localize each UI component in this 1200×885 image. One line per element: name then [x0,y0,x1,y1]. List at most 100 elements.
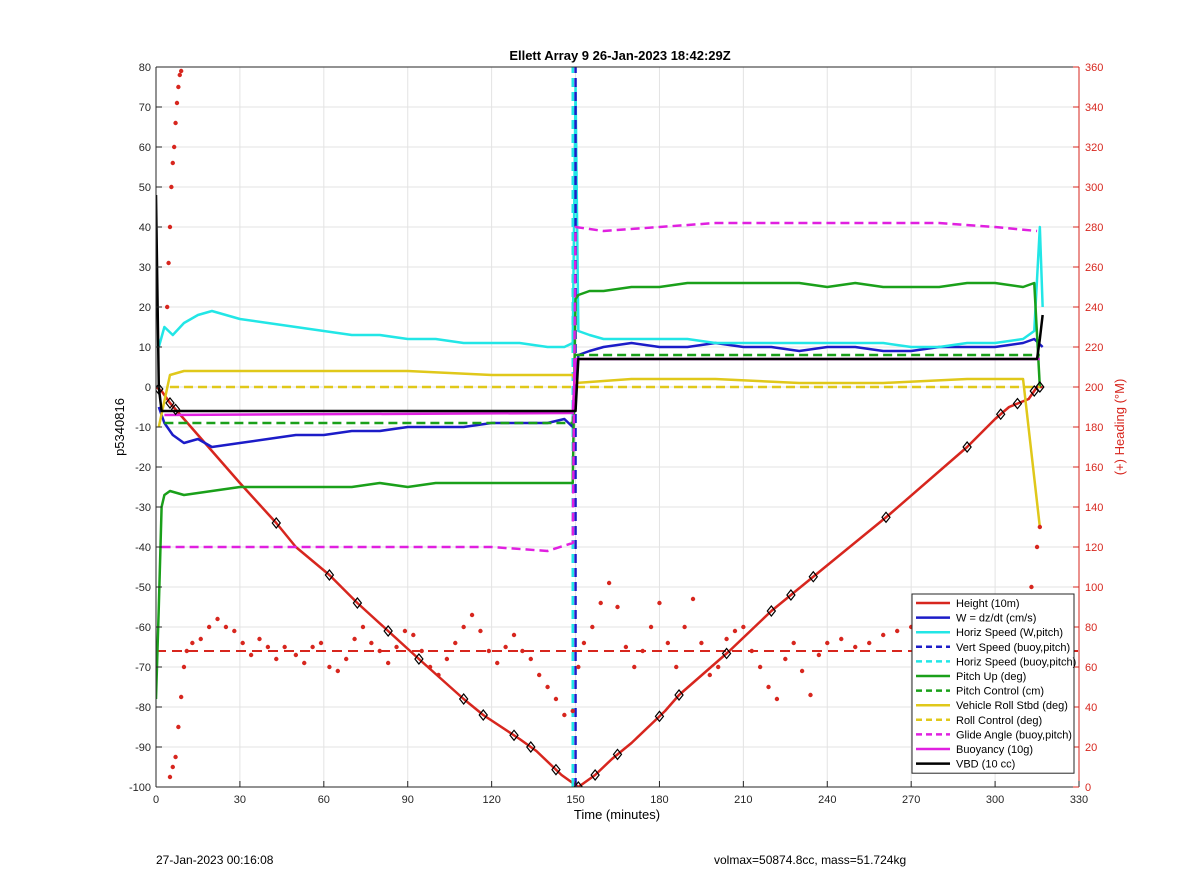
y-tick-label-right: 0 [1085,782,1091,794]
heading-point [825,640,830,646]
heading-point [520,648,525,654]
heading-point [791,640,796,646]
heading-point [894,628,900,634]
pivot-marker [962,441,972,453]
heading-point [436,672,441,678]
y-tick-label-right: 160 [1085,462,1103,474]
y-tick-label-right: 320 [1085,142,1103,154]
heading-point [176,84,181,90]
heading-point [167,224,173,230]
heading-point [1037,524,1043,530]
heading-point [469,612,475,618]
heading-point [545,684,550,690]
heading-point [198,636,203,642]
legend-label: Buoyancy (10g) [956,744,1033,756]
heading-point [528,656,533,662]
heading-point [615,604,620,610]
y-tick-label-right: 120 [1085,542,1103,554]
heading-point [1034,544,1040,550]
heading-point [181,664,187,670]
heading-point [576,664,581,670]
heading-point [385,660,391,666]
heading-point [411,632,416,638]
heading-point [232,628,237,634]
heading-point [590,624,595,630]
heading-point [343,656,349,662]
heading-point [808,692,813,698]
x-tick-label: 90 [402,794,414,806]
heading-point [741,624,746,630]
series-glide-angle-buoy-pitch [161,221,1038,553]
series-horiz-speed-w-pitch [157,85,1044,349]
pivot-marker [526,741,536,753]
y-tick-label-left: -40 [135,542,151,554]
heading-point [248,652,254,658]
heading-point [394,644,399,650]
heading-point [171,144,177,150]
pivot-marker [478,709,489,721]
heading-point [536,672,542,678]
heading-point [167,774,173,780]
heading-point [178,68,184,74]
heading-point [511,632,517,638]
heading-point [606,580,612,586]
y-tick-label-right: 60 [1085,662,1097,674]
heading-point [799,668,805,674]
heading-point [640,648,645,654]
pivot-marker [1029,385,1040,397]
y-tick-label-left: 50 [139,182,151,194]
pivot-marker [786,589,796,601]
heading-point [302,660,307,666]
pivot-marker [573,781,584,787]
x-tick-label: 330 [1070,794,1088,806]
y-tick-label-right: 280 [1085,222,1103,234]
pivot-marker [654,710,665,723]
y-tick-label-right: 180 [1085,422,1103,434]
y-tick-label-left: 80 [139,62,151,74]
pivot-marker [612,748,623,761]
y-tick-label-left: -90 [135,742,151,754]
legend-label: W = dz/dt (cm/s) [956,613,1036,625]
heading-point [478,628,483,634]
y-tick-label-left: -20 [135,462,151,474]
heading-point [360,624,366,630]
y-tick-label-right: 100 [1085,582,1103,594]
heading-point [715,664,721,670]
y-tick-label-left: -50 [135,582,151,594]
x-tick-label: 270 [902,794,920,806]
pivot-marker [881,511,891,524]
y-tick-label-left: -80 [135,702,151,714]
heading-point [881,632,886,638]
pivot-marker [808,570,819,583]
heading-point [783,656,788,662]
pivot-marker [995,408,1006,421]
heading-point [444,656,450,662]
heading-point [486,648,492,654]
pivot-marker [170,403,181,416]
y-tick-label-right: 140 [1085,502,1103,514]
y-tick-label-right: 240 [1085,302,1103,314]
heading-point [623,644,629,650]
pivot-marker [383,625,393,637]
x-tick-label: 0 [153,794,159,806]
heading-point [690,596,696,602]
y-tick-label-left: -100 [129,782,151,794]
heading-point [177,72,182,78]
heading-point [310,644,315,650]
pivot-marker [551,763,561,776]
heading-point [265,644,271,650]
pivot-marker [1012,397,1023,410]
series-vbd-10-cc [156,194,1044,413]
heading-point [699,640,704,646]
heading-point [166,260,171,266]
legend-label: Glide Angle (buoy,pitch) [956,729,1072,741]
chart-title: Ellett Array 9 26-Jan-2023 18:42:29Z [509,48,730,63]
heading-point [757,664,763,670]
x-tick-label: 150 [566,794,584,806]
pivot-marker [590,769,600,781]
heading-point [707,672,712,678]
clipped-series [156,67,1079,787]
heading-point [766,684,771,690]
axes: 0 30 60 90 120 150 180 210 240 270 300 330-100-90-8… [129,62,1103,806]
footer-vol-mass: volmax=50874.8cc, mass=51.724kg [714,853,907,867]
